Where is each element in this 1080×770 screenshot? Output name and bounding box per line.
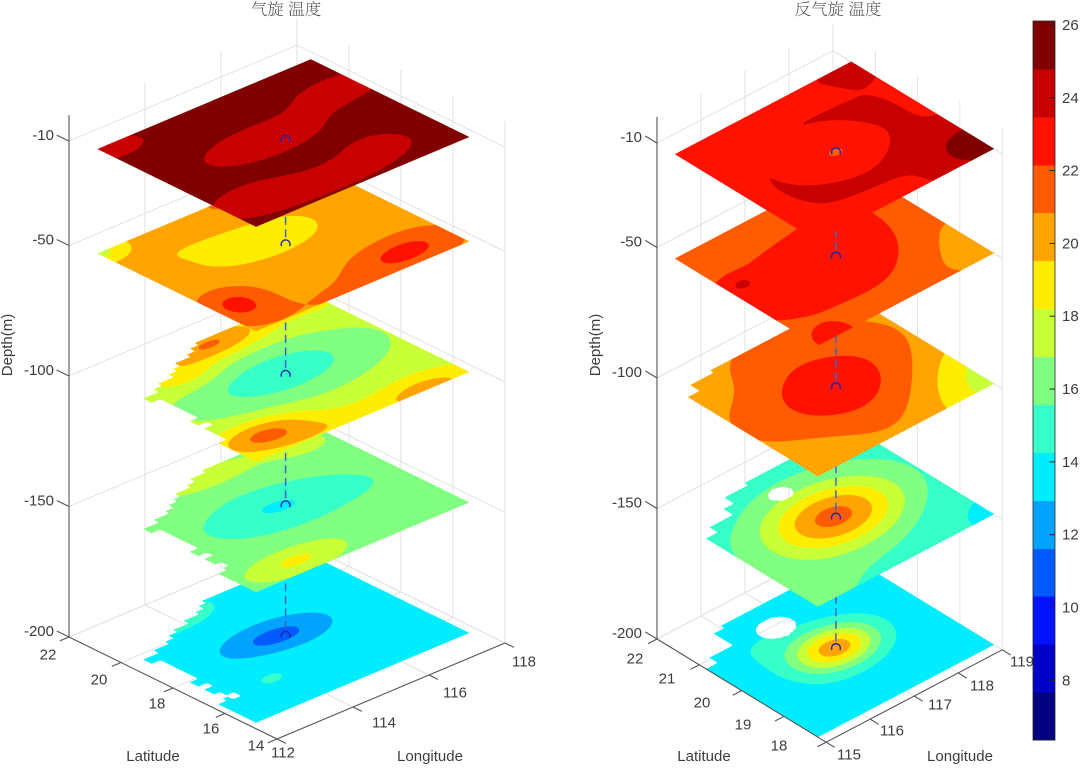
svg-text:26: 26	[1062, 17, 1079, 34]
svg-text:-200: -200	[612, 625, 642, 642]
svg-text:119: 119	[1010, 654, 1034, 671]
svg-text:-200: -200	[24, 623, 54, 640]
svg-text:-150: -150	[24, 493, 54, 510]
svg-text:116: 116	[880, 723, 904, 740]
svg-text:116: 116	[443, 685, 467, 702]
svg-text:-10: -10	[620, 129, 642, 146]
svg-text:-100: -100	[612, 364, 642, 381]
svg-text:12: 12	[1062, 527, 1079, 544]
svg-text:Latitude: Latitude	[126, 748, 179, 765]
svg-text:Longitude: Longitude	[927, 748, 993, 765]
svg-text:14: 14	[1062, 454, 1079, 471]
svg-text:14: 14	[248, 738, 265, 755]
svg-text:18: 18	[1062, 308, 1079, 325]
svg-text:-50: -50	[620, 234, 642, 251]
svg-text:16: 16	[1062, 381, 1079, 398]
svg-text:Depth(m): Depth(m)	[0, 314, 16, 377]
svg-text:21: 21	[659, 671, 676, 688]
svg-text:117: 117	[928, 697, 952, 714]
svg-text:Depth(m): Depth(m)	[587, 314, 604, 377]
svg-text:112: 112	[271, 745, 295, 762]
svg-text:118: 118	[512, 654, 536, 671]
svg-text:-100: -100	[24, 362, 54, 379]
svg-text:20: 20	[91, 672, 108, 689]
svg-text:19: 19	[735, 717, 752, 734]
svg-text:Latitude: Latitude	[677, 748, 730, 765]
svg-text:-50: -50	[32, 232, 54, 249]
svg-text:22: 22	[627, 651, 644, 668]
svg-text:Longitude: Longitude	[397, 748, 463, 765]
svg-text:118: 118	[970, 678, 994, 695]
svg-text:114: 114	[372, 715, 396, 732]
svg-text:18: 18	[771, 738, 788, 755]
svg-text:20: 20	[1062, 235, 1079, 252]
svg-text:22: 22	[1062, 163, 1079, 180]
svg-text:-10: -10	[32, 127, 54, 144]
svg-text:8: 8	[1062, 672, 1070, 689]
svg-text:10: 10	[1062, 600, 1079, 617]
svg-text:16: 16	[203, 721, 220, 738]
svg-text:18: 18	[149, 696, 166, 713]
svg-text:-150: -150	[612, 495, 642, 512]
svg-text:22: 22	[40, 647, 57, 664]
svg-text:20: 20	[694, 695, 711, 712]
svg-text:115: 115	[837, 747, 861, 764]
svg-text:24: 24	[1062, 90, 1079, 107]
